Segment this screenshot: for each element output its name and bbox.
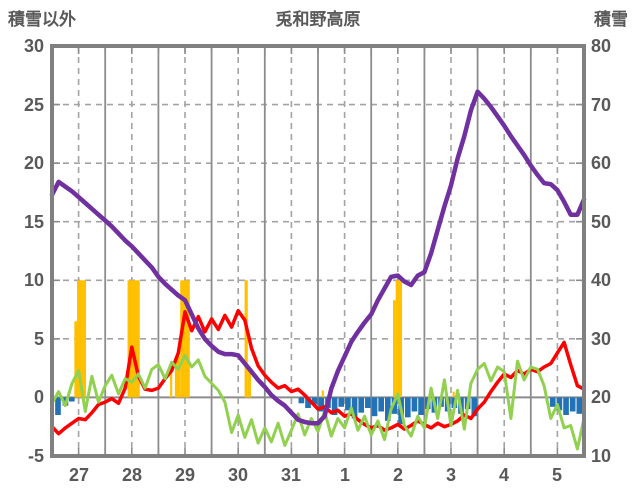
- right-axis-title: 積雪: [594, 10, 628, 29]
- x-axis-day-label: 30: [227, 465, 249, 485]
- left-axis-tick-label: 10: [23, 270, 44, 290]
- x-axis-day-label: 27: [68, 465, 90, 485]
- left-axis-title: 積雪以外: [8, 10, 76, 29]
- left-axis-tick-label: 15: [23, 212, 44, 232]
- x-axis-day-label: 31: [280, 465, 302, 485]
- x-axis-day-label: 2: [392, 465, 403, 485]
- right-axis-tick-label: 80: [591, 36, 612, 56]
- right-axis-tick-label: 10: [591, 446, 612, 466]
- right-axis-tick-label: 50: [591, 212, 612, 232]
- x-axis-day-label: 1: [339, 465, 350, 485]
- axis-ticks: [54, 48, 582, 454]
- right-axis-tick-label: 70: [591, 95, 612, 115]
- x-axis-day-label: 4: [498, 465, 509, 485]
- right-axis-tick-label: 60: [591, 153, 612, 173]
- left-axis-tick-label: 5: [33, 329, 44, 349]
- x-axis-day-label: 28: [121, 465, 143, 485]
- left-axis-tick-label: 20: [23, 153, 44, 173]
- x-axis-day-label: 29: [174, 465, 196, 485]
- left-axis-tick-label: 25: [23, 95, 44, 115]
- left-axis-tick-label: 30: [23, 36, 44, 56]
- right-axis-tick-label: 20: [591, 387, 612, 407]
- right-axis-tick-label: 30: [591, 329, 612, 349]
- x-axis-day-label: 3: [445, 465, 456, 485]
- right-axis-tick-label: 40: [591, 270, 612, 290]
- green-line: [50, 353, 586, 451]
- left-axis-tick-label: -5: [27, 446, 44, 466]
- chart-title: 兎和野高原: [275, 10, 361, 29]
- purple-line: [49, 89, 587, 426]
- x-axis-day-label: 5: [551, 465, 562, 485]
- plot-frame: [50, 44, 586, 458]
- left-axis-tick-label: 0: [33, 387, 44, 407]
